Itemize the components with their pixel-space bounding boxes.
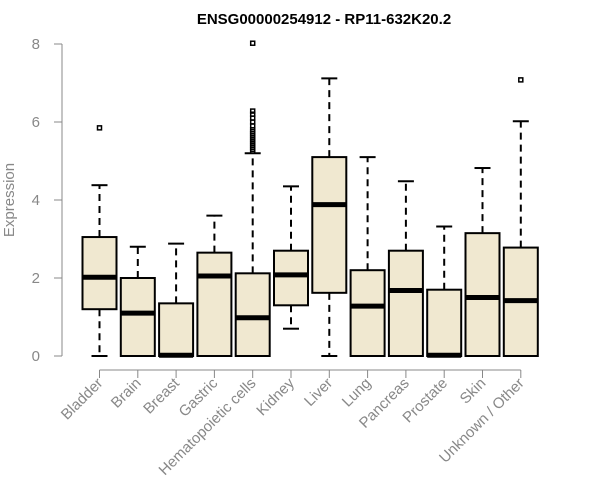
x-tick-label: Kidney	[253, 374, 298, 419]
boxplots	[81, 40, 539, 358]
box-iqr	[273, 249, 309, 307]
box-iqr	[311, 156, 348, 294]
boxplot-breast	[158, 242, 195, 358]
outlier-point	[249, 108, 256, 114]
y-axis-label: Expression	[1, 163, 18, 237]
boxplot-gastric	[196, 214, 233, 357]
box-iqr	[349, 269, 386, 358]
x-tick-label: Brain	[108, 375, 145, 412]
box-iqr	[158, 302, 195, 358]
outlier-point	[249, 111, 256, 117]
boxplot-skin	[464, 167, 501, 357]
boxplot-brain	[119, 245, 156, 357]
outlier-point	[518, 77, 524, 83]
boxplot-hematopoietic-cells	[234, 40, 271, 358]
box-iqr	[464, 232, 501, 357]
box-iqr	[196, 251, 233, 357]
boxplot-bladder	[81, 125, 118, 357]
box-iqr	[234, 272, 271, 358]
outlier-point	[96, 125, 103, 131]
box-iqr	[119, 277, 156, 357]
y-tick-label: 2	[32, 270, 40, 287]
chart-title: ENSG00000254912 - RP11-632K20.2	[197, 11, 451, 28]
boxplot-pancreas	[387, 180, 424, 357]
y-tick-label: 8	[32, 36, 40, 53]
x-tick-label: Liver	[301, 375, 336, 410]
boxplot-lung	[349, 156, 386, 358]
y-tick-label: 4	[32, 192, 40, 209]
outlier-point	[249, 40, 256, 46]
y-axis: 0 2 4 6 8	[32, 36, 63, 365]
boxplot-kidney	[273, 185, 309, 330]
box-iqr	[81, 236, 118, 311]
y-tick-label: 6	[32, 114, 40, 131]
box-iqr	[426, 288, 463, 358]
box-iqr	[387, 249, 424, 357]
y-tick-label: 0	[32, 348, 40, 365]
boxplot-liver	[311, 77, 348, 357]
x-tick-label: Bladder	[58, 375, 107, 424]
boxplot-unknown-other	[502, 77, 539, 357]
boxplot-prostate	[426, 225, 463, 358]
x-tick-label: Skin	[457, 375, 490, 408]
